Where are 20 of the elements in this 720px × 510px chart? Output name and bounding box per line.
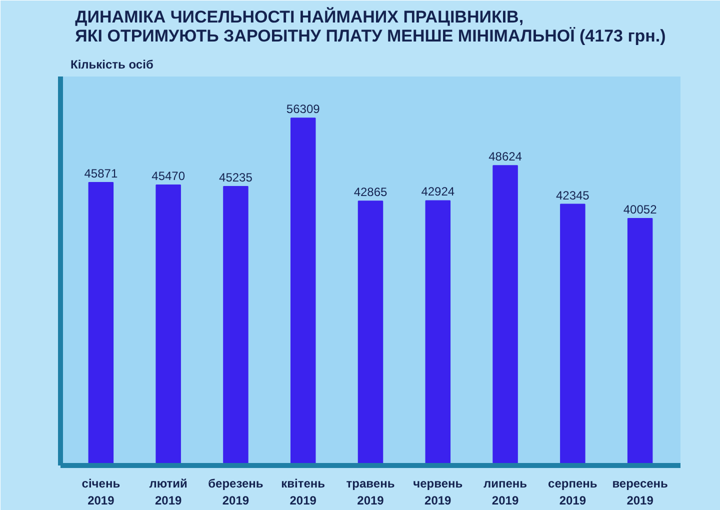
x-tick-label: липень 2019 [484, 476, 528, 508]
x-tick-label: січень 2019 [82, 476, 120, 508]
x-tick-label: березень 2019 [208, 476, 264, 508]
data-label: 56309 [286, 102, 320, 116]
chart-title: ДИНАМІКА ЧИСЕЛЬНОСТІ НАЙМАНИХ ПРАЦІВНИКІВ, ЯКІ ОТРИМУЮТЬ ЗАРОБІТНУ ПЛАТУ МЕНШЕ МІНІМАЛЬНОЇ (4173 грн.) [75, 6, 666, 46]
data-label: 48624 [488, 150, 522, 164]
x-tick-label: серпень 2019 [548, 476, 598, 508]
y-axis-title: Кількість осіб [70, 58, 154, 72]
data-label: 45470 [152, 169, 186, 184]
data-label: 45235 [219, 170, 253, 184]
data-label: 42345 [556, 188, 590, 202]
x-tick-label: травень 2019 [346, 476, 395, 508]
x-tick-label: квітень 2019 [281, 476, 326, 508]
data-label: 42924 [421, 184, 455, 199]
x-tick-label: червень 2019 [413, 476, 463, 508]
data-label: 45871 [84, 166, 118, 181]
data-label: 40052 [623, 202, 658, 216]
data-label: 42865 [354, 185, 388, 200]
x-tick-label: вересень 2019 [612, 476, 668, 508]
x-tick-label: лютий 2019 [149, 476, 188, 508]
